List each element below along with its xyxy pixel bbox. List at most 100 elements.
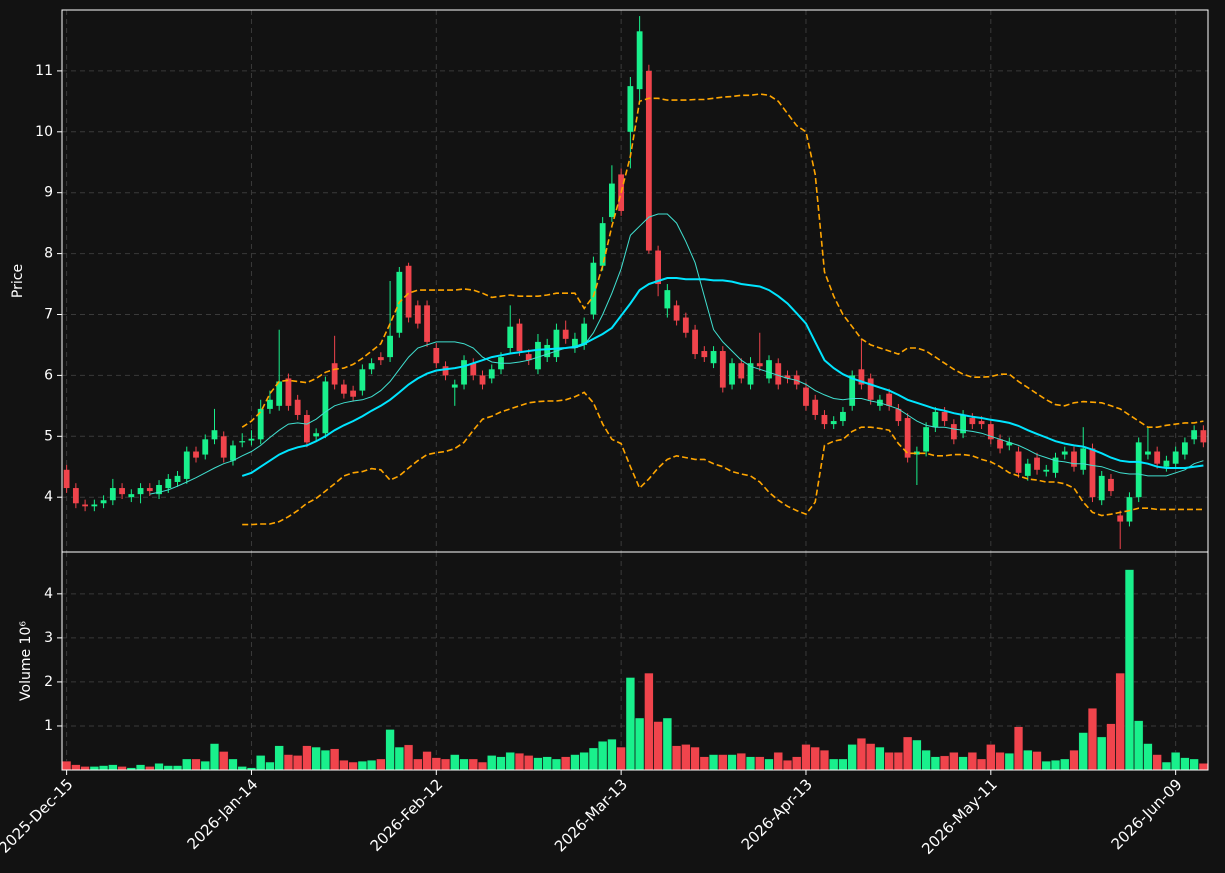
volume-bar: [320, 750, 330, 771]
candle-body: [581, 323, 588, 345]
candle-body: [267, 399, 273, 409]
candle-body: [211, 430, 218, 440]
candle-body: [461, 360, 467, 385]
candle-body: [858, 369, 865, 385]
volume-bar: [764, 758, 774, 771]
volume-bar: [1087, 708, 1097, 771]
volume-bar: [505, 752, 515, 771]
volume-bar: [302, 745, 312, 771]
volume-bar: [579, 752, 589, 771]
candle-body: [766, 360, 772, 379]
candle-body: [193, 451, 199, 458]
y-tick-label: 10: [35, 124, 53, 140]
candle-body: [738, 363, 745, 379]
candle-body: [1200, 430, 1207, 443]
candle-body: [516, 323, 523, 352]
candle-body: [257, 408, 264, 440]
candle-body: [969, 418, 976, 425]
volume-bar: [542, 756, 552, 771]
volume-bar: [884, 752, 894, 771]
candle-body: [433, 347, 440, 364]
y-tick-label: 11: [35, 63, 53, 79]
candle-body: [359, 369, 366, 391]
y-tick-label: 4: [44, 489, 53, 505]
volume-bar: [209, 743, 219, 771]
volume-bar: [330, 748, 340, 771]
volume-bar: [274, 745, 284, 771]
volume-bar: [367, 760, 377, 771]
candle-body: [756, 363, 763, 367]
volume-bar: [977, 758, 987, 771]
candle-body: [1126, 497, 1133, 522]
candle-body: [146, 488, 153, 492]
candle-body: [627, 86, 634, 132]
indicator-line: [241, 277, 1204, 477]
volume-bar: [441, 758, 451, 771]
candle-body: [950, 424, 957, 440]
candle-body: [479, 375, 486, 385]
volume-bar: [385, 729, 395, 771]
volume-bar: [283, 754, 293, 771]
volume-bar: [588, 747, 598, 771]
candle-body: [941, 411, 948, 422]
candle-body: [701, 351, 708, 358]
volume-bar: [431, 757, 441, 771]
candle-body: [100, 500, 107, 504]
volume-bar: [154, 763, 164, 771]
candle-body: [599, 223, 606, 266]
volume-bar: [912, 739, 922, 771]
candle-body: [322, 381, 329, 434]
volume-bar: [1078, 732, 1088, 771]
candle-body: [442, 366, 449, 376]
volume-bar: [967, 752, 977, 771]
candle-body: [165, 478, 172, 489]
candle-body: [572, 338, 578, 348]
candle-body: [1006, 442, 1013, 446]
candle-body: [239, 441, 246, 443]
volume-bar: [357, 761, 367, 771]
candle-body: [387, 335, 393, 358]
volume-bar: [1060, 758, 1070, 771]
volume-bar: [1134, 720, 1144, 771]
candle-body: [692, 329, 698, 355]
volume-bar: [940, 755, 950, 771]
candle-body: [331, 363, 338, 385]
candle-body: [886, 393, 893, 406]
candle-body: [202, 439, 209, 455]
volume-bar: [514, 753, 524, 771]
volume-bar: [1069, 750, 1079, 771]
volume-bar: [478, 761, 488, 771]
volume-bar: [949, 752, 959, 771]
candle-body: [867, 378, 874, 400]
candle-body: [673, 305, 680, 321]
volume-bar: [1115, 672, 1125, 771]
candle-body: [719, 351, 726, 388]
candle-body: [119, 488, 125, 495]
candle-body: [1145, 451, 1151, 455]
volume-bar: [80, 766, 90, 771]
candle-body: [535, 341, 541, 370]
volume-bar: [71, 764, 81, 771]
volume-bar: [986, 744, 996, 771]
panel-frame: [61, 551, 1209, 771]
indicator-line: [149, 213, 1204, 495]
candle-body: [1061, 451, 1068, 455]
volume-bar: [1189, 758, 1199, 771]
volume-bar: [709, 754, 719, 771]
volume-bar: [1143, 743, 1153, 771]
volume-bar: [1032, 751, 1042, 771]
volume-bar: [690, 746, 700, 771]
candle-body: [63, 469, 70, 489]
candle-body: [803, 387, 809, 406]
candle-body: [350, 390, 357, 397]
volume-bar: [1180, 757, 1190, 771]
volume-bar: [145, 766, 155, 771]
candle-body: [525, 354, 532, 361]
candle-body: [72, 488, 79, 504]
volume-bar: [450, 754, 460, 771]
candle-body: [710, 351, 717, 364]
volume-bar: [672, 745, 682, 771]
candle-body: [608, 183, 615, 218]
candle-body: [987, 424, 994, 440]
volume-bar: [1198, 763, 1208, 771]
